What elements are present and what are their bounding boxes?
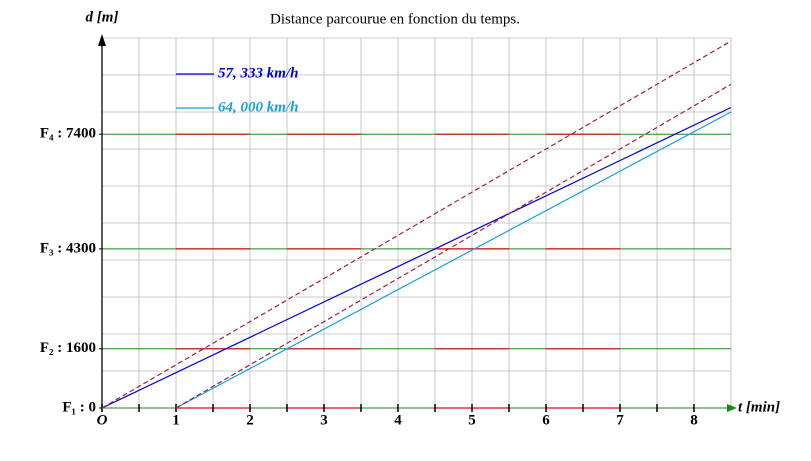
x-tick-label: 1 [172, 412, 180, 428]
x-tick-label: 3 [320, 412, 328, 428]
y-axis-label: d [m] [86, 9, 119, 25]
legend-label: 57, 333 km/h [218, 65, 298, 81]
x-tick-label: 6 [542, 412, 550, 428]
chart-title: Distance parcourue en fonction du temps. [270, 11, 520, 27]
x-tick-label: 4 [394, 412, 402, 428]
y-tick-label: F₁ : 0 [62, 399, 96, 415]
series-line [175, 83, 732, 409]
series-line [101, 40, 732, 409]
legend-label: 64, 000 km/h [218, 99, 298, 115]
x-tick-label: O [97, 412, 108, 428]
x-axis-label: t [min] [738, 399, 780, 415]
series-line [101, 106, 732, 409]
x-tick-label: 7 [616, 412, 624, 428]
x-tick-label: 8 [690, 412, 698, 428]
x-axis-arrow [727, 404, 737, 412]
y-tick-label: F₃ : 4300 [40, 240, 96, 256]
y-tick-label: F₄ : 7400 [40, 126, 96, 142]
series-line [175, 111, 732, 409]
y-axis-arrow [98, 34, 106, 46]
x-tick-label: 2 [246, 412, 254, 428]
y-tick-label: F₂ : 1600 [40, 340, 96, 356]
x-tick-label: 5 [468, 412, 476, 428]
